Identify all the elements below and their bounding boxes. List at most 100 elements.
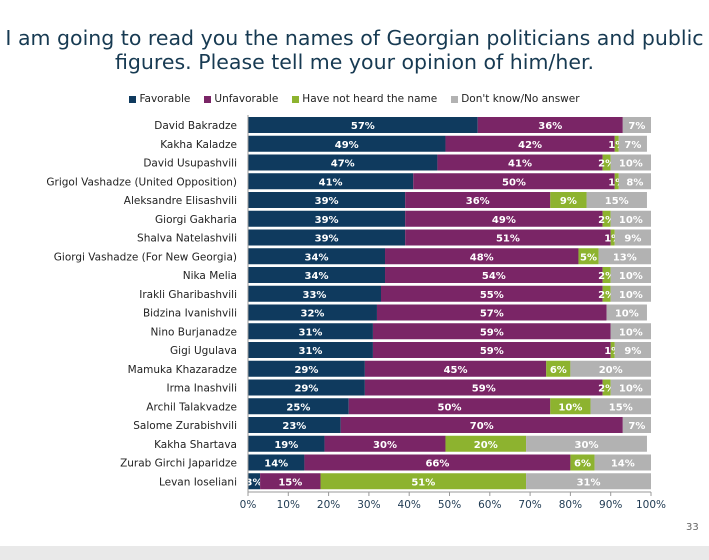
data-label: 36% bbox=[538, 121, 562, 132]
legend-swatch bbox=[204, 95, 212, 103]
data-label: 49% bbox=[335, 140, 359, 151]
title-line: I am going to read you the names of Geor… bbox=[5, 26, 704, 50]
bar-segment bbox=[618, 173, 651, 190]
legend-item: Unfavorable bbox=[204, 93, 278, 105]
data-label: 10% bbox=[619, 271, 643, 282]
legend-swatch bbox=[292, 95, 300, 103]
bar-segment bbox=[578, 248, 599, 265]
data-label: 7% bbox=[624, 140, 641, 151]
data-label: 2% bbox=[598, 271, 615, 282]
bar-segment bbox=[614, 135, 619, 152]
bar-segment bbox=[550, 398, 591, 415]
category-label: Shalva Natelashvili bbox=[137, 233, 237, 245]
legend-label: Don't know/No answer bbox=[461, 93, 580, 105]
bar-segment bbox=[248, 117, 478, 133]
data-label: 10% bbox=[619, 159, 643, 170]
bar-segment bbox=[606, 304, 647, 321]
data-label: 10% bbox=[558, 402, 582, 413]
x-tick-label: 0% bbox=[240, 499, 257, 511]
bar-segment bbox=[364, 360, 547, 377]
data-label: 10% bbox=[615, 309, 639, 320]
bar-segment bbox=[385, 267, 603, 283]
bar-segment bbox=[610, 210, 651, 227]
bar-segment bbox=[602, 154, 611, 171]
bar-segment bbox=[614, 173, 619, 190]
legend-swatch bbox=[129, 95, 137, 103]
bar-segment bbox=[248, 417, 341, 433]
bar-segment bbox=[248, 454, 305, 471]
bar-segment bbox=[372, 342, 611, 358]
data-label: 55% bbox=[480, 290, 504, 301]
data-label: 1% bbox=[604, 346, 621, 357]
bar-segment bbox=[570, 454, 595, 471]
data-label: 6% bbox=[550, 365, 567, 376]
category-label: David Usupashvili bbox=[143, 158, 237, 170]
data-label: 41% bbox=[319, 177, 343, 188]
x-tick-label: 30% bbox=[357, 499, 380, 511]
data-label: 10% bbox=[619, 215, 643, 226]
category-label: Giorgi Gakharia bbox=[155, 214, 237, 226]
data-label: 41% bbox=[508, 159, 532, 170]
bar-segment bbox=[594, 454, 651, 471]
data-label: 20% bbox=[599, 365, 623, 376]
data-label: 34% bbox=[305, 252, 329, 263]
category-label: Irakli Gharibashvili bbox=[139, 289, 237, 301]
legend-label: Favorable bbox=[139, 93, 191, 105]
data-label: 9% bbox=[560, 196, 577, 207]
data-label: 29% bbox=[294, 365, 318, 376]
category-label: Kakha Kaladze bbox=[160, 139, 237, 151]
bar-segment bbox=[413, 173, 615, 190]
data-label: 15% bbox=[278, 477, 302, 488]
data-label: 7% bbox=[628, 421, 645, 432]
data-label: 10% bbox=[619, 290, 643, 301]
data-label: 20% bbox=[474, 440, 498, 451]
category-label: Kakha Shartava bbox=[154, 439, 237, 451]
legend-label: Unfavorable bbox=[214, 93, 279, 105]
data-label: 31% bbox=[577, 477, 601, 488]
category-label: Nika Melia bbox=[183, 270, 237, 282]
x-tick-label: 90% bbox=[599, 499, 622, 511]
data-label: 15% bbox=[605, 196, 629, 207]
bar-segment bbox=[618, 135, 647, 152]
data-label: 34% bbox=[305, 271, 329, 282]
bar-segment bbox=[477, 117, 623, 133]
bar-segment bbox=[340, 417, 623, 433]
legend-item: Don't know/No answer bbox=[451, 93, 580, 105]
bar-segment bbox=[437, 154, 603, 171]
category-label: Aleksandre Elisashvili bbox=[124, 195, 237, 207]
bar-segment bbox=[380, 285, 603, 302]
bar-segment bbox=[248, 323, 373, 340]
data-label: 13% bbox=[613, 252, 637, 263]
bar-segment bbox=[248, 229, 406, 246]
legend-label: Have not heard the name bbox=[302, 93, 438, 105]
category-label: Nino Burjanadze bbox=[151, 326, 237, 338]
x-tick-label: 40% bbox=[398, 499, 421, 511]
data-label: 59% bbox=[480, 346, 504, 357]
data-label: 3% bbox=[246, 477, 263, 488]
bar-segment bbox=[248, 267, 386, 283]
data-label: 30% bbox=[575, 440, 599, 451]
data-label: 50% bbox=[502, 177, 526, 188]
bar-segment bbox=[248, 342, 373, 358]
bar-segment bbox=[248, 154, 438, 171]
bar-segment bbox=[614, 342, 651, 358]
data-label: 2% bbox=[598, 215, 615, 226]
data-label: 6% bbox=[574, 459, 591, 470]
data-label: 2% bbox=[598, 384, 615, 395]
bar-segment bbox=[385, 248, 579, 265]
data-label: 39% bbox=[315, 196, 339, 207]
chart-title: I am going to read you the names of Geor… bbox=[0, 26, 709, 74]
bar-segment bbox=[304, 454, 571, 471]
data-label: 32% bbox=[301, 309, 325, 320]
data-label: 8% bbox=[626, 177, 643, 188]
data-label: 9% bbox=[624, 346, 641, 357]
data-label: 19% bbox=[274, 440, 298, 451]
bar-segment bbox=[248, 248, 386, 265]
bar-segment bbox=[526, 435, 647, 452]
bar-segment bbox=[610, 267, 651, 283]
bar-segment bbox=[610, 229, 615, 246]
category-label: Giorgi Vashadze (For New Georgia) bbox=[54, 251, 237, 263]
data-label: 47% bbox=[331, 159, 355, 170]
bar-segment bbox=[248, 173, 414, 190]
